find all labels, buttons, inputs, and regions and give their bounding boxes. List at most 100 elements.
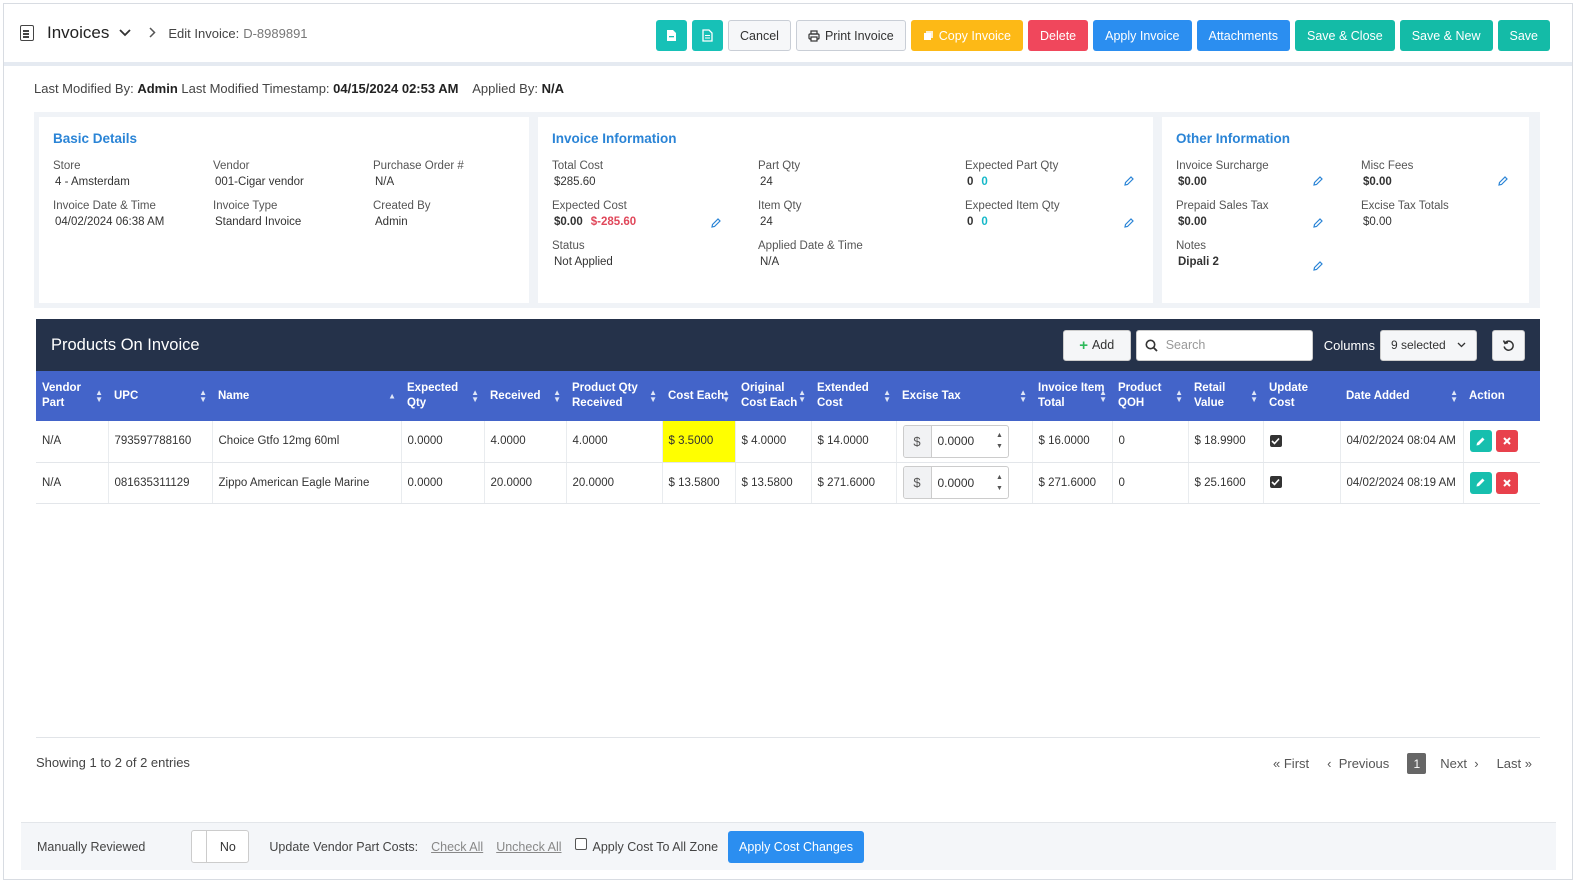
expected-cost-label: Expected Cost: [552, 200, 627, 212]
invoice-information-panel: Invoice Information Total Cost $285.60 Pa…: [538, 117, 1153, 303]
col-excise-tax[interactable]: Excise Tax ▲ ▼: [896, 371, 1032, 421]
sort-asc-icon: ▲: [388, 391, 396, 401]
col-upc[interactable]: UPC ▲ ▼: [108, 371, 212, 421]
cell-name: Choice Gtfo 12mg 60ml: [212, 421, 402, 463]
col-invoice-item-total[interactable]: Invoice Item Total ▲ ▼: [1032, 371, 1112, 421]
col-vendor-part-label: Vendor Part: [42, 382, 81, 409]
edit-misc-fees-pencil-icon[interactable]: [1497, 175, 1509, 187]
cell-cost-each[interactable]: $ 13.5800: [662, 462, 736, 504]
dollar-addon: $: [903, 425, 932, 457]
edit-expected-part-qty-pencil-icon[interactable]: [1123, 175, 1135, 187]
col-action-label: Action: [1469, 389, 1505, 402]
col-retail-value[interactable]: Retail Value ▲ ▼: [1188, 371, 1263, 421]
add-product-button[interactable]: + Add: [1062, 329, 1131, 361]
col-product-qty-received[interactable]: Product Qty Received ▲ ▼: [566, 371, 662, 421]
status-value: Not Applied: [554, 256, 613, 268]
apply-cost-changes-button[interactable]: Apply Cost Changes: [728, 830, 864, 863]
current-page[interactable]: 1: [1407, 753, 1427, 774]
invoice-type-value: Standard Invoice: [215, 216, 302, 228]
sort-icon: ▲ ▼: [1175, 388, 1183, 404]
edit-surcharge-pencil-icon[interactable]: [1312, 175, 1324, 187]
col-vendor-part[interactable]: Vendor Part ▲ ▼: [36, 371, 108, 421]
delete-button[interactable]: Delete: [1028, 20, 1089, 51]
excise-tax-input[interactable]: $ 0.0000 ▲ ▼: [902, 424, 1009, 458]
edit-expected-cost-pencil-icon[interactable]: [710, 217, 722, 229]
save-button[interactable]: Save: [1497, 20, 1550, 51]
print-invoice-button[interactable]: Print Invoice: [795, 20, 906, 51]
excise-tax-value[interactable]: 0.0000: [937, 434, 975, 449]
col-upc-label: UPC: [114, 389, 139, 402]
delete-row-button[interactable]: [1495, 471, 1518, 494]
edit-notes-pencil-icon[interactable]: [1312, 260, 1324, 272]
cell-product-qty-received: 20.0000: [566, 462, 663, 504]
col-product-qoh[interactable]: Product QOH ▲ ▼: [1112, 371, 1188, 421]
cell-date-added: 04/02/2024 08:04 AM: [1340, 421, 1464, 463]
last-label: Last: [1496, 756, 1522, 771]
edit-row-button[interactable]: [1469, 430, 1492, 453]
cell-expected-qty: 0.0000: [401, 421, 485, 463]
manually-reviewed-toggle[interactable]: No: [191, 830, 250, 863]
apply-cost-zone-checkbox[interactable]: [574, 837, 587, 850]
excise-tax-input[interactable]: $ 0.0000 ▲ ▼: [902, 466, 1009, 499]
col-expected-qty[interactable]: Expected Qty ▲ ▼: [401, 371, 484, 421]
cell-upc: 081635311129: [108, 462, 213, 504]
columns-select[interactable]: 9 selected: [1380, 329, 1477, 361]
edit-row-button[interactable]: [1469, 471, 1492, 494]
col-date-added[interactable]: Date Added ▲ ▼: [1340, 371, 1463, 421]
vendor-label: Vendor: [213, 160, 250, 172]
col-product-qty-received-label: Product Qty Received: [572, 382, 638, 409]
edit-icon: [1476, 478, 1485, 487]
po-value: N/A: [375, 176, 395, 188]
first-page-link[interactable]: « First: [1273, 756, 1310, 771]
sort-icon: ▲ ▼: [471, 388, 479, 404]
check-all-link[interactable]: Check All: [431, 839, 484, 854]
previous-page-link[interactable]: ‹ Previous: [1327, 756, 1390, 771]
expected-item-qty-label: Expected Item Qty: [965, 200, 1060, 212]
excise-totals-label: Excise Tax Totals: [1361, 200, 1449, 212]
col-received[interactable]: Received ▲ ▼: [484, 371, 566, 421]
update-cost-checkbox[interactable]: [1269, 434, 1282, 447]
cell-received: 4.0000: [484, 421, 567, 463]
invoice-type-label: Invoice Type: [213, 200, 278, 212]
cell-cost-each[interactable]: $ 3.5000: [662, 421, 736, 463]
store-label: Store: [53, 160, 81, 172]
col-original-cost-each-label: Original Cost Each: [741, 382, 798, 409]
col-extended-cost[interactable]: Extended Cost ▲ ▼: [811, 371, 896, 421]
cancel-button[interactable]: Cancel: [728, 20, 791, 51]
last-page-link[interactable]: Last »: [1496, 756, 1532, 771]
checkbox-checked-icon: [1271, 478, 1280, 486]
edit-prepaid-tax-pencil-icon[interactable]: [1312, 217, 1324, 229]
basic-details-panel: Basic Details Store 4 - Amsterdam Vendor 0…: [39, 117, 529, 303]
chevron-down-icon[interactable]: [119, 26, 132, 40]
col-name[interactable]: Name ▲: [212, 371, 401, 421]
sort-icon: ▲ ▼: [798, 388, 806, 404]
uncheck-all-link[interactable]: Uncheck All: [496, 839, 562, 854]
document-button[interactable]: [692, 20, 724, 51]
col-original-cost-each[interactable]: Original Cost Each ▲ ▼: [735, 371, 811, 421]
total-cost-label: Total Cost: [552, 160, 604, 172]
col-cost-each[interactable]: Cost Each ▲ ▼: [662, 371, 735, 421]
cell-excise-tax: $ 0.0000 ▲ ▼: [896, 462, 1033, 504]
print-invoice-label: Print Invoice: [824, 28, 894, 43]
copy-invoice-button[interactable]: Copy Invoice: [910, 20, 1023, 51]
save-close-button[interactable]: Save & Close: [1294, 20, 1395, 51]
stepper-arrows-icon[interactable]: ▲ ▼: [996, 432, 1003, 451]
expected-cost-b: $-285.60: [590, 216, 637, 228]
apply-invoice-button[interactable]: Apply Invoice: [1093, 20, 1192, 51]
update-cost-checkbox[interactable]: [1269, 476, 1282, 488]
delete-row-button[interactable]: [1495, 430, 1518, 453]
expected-cost-a: $0.00: [554, 216, 583, 228]
search-input[interactable]: [1165, 338, 1296, 352]
save-new-button[interactable]: Save & New: [1399, 20, 1493, 51]
excise-tax-value[interactable]: 0.0000: [937, 475, 975, 490]
modified-by-label: Last Modified By:: [34, 81, 134, 96]
stepper-arrows-icon[interactable]: ▲ ▼: [996, 473, 1003, 492]
export-button[interactable]: [656, 20, 688, 51]
reset-button[interactable]: [1492, 329, 1525, 361]
edit-expected-item-qty-pencil-icon[interactable]: [1123, 217, 1135, 229]
products-header: Products On Invoice + Add Columns 9 sele…: [36, 319, 1540, 371]
next-page-link[interactable]: Next ›: [1440, 756, 1479, 771]
attachments-button[interactable]: Attachments: [1196, 20, 1290, 51]
